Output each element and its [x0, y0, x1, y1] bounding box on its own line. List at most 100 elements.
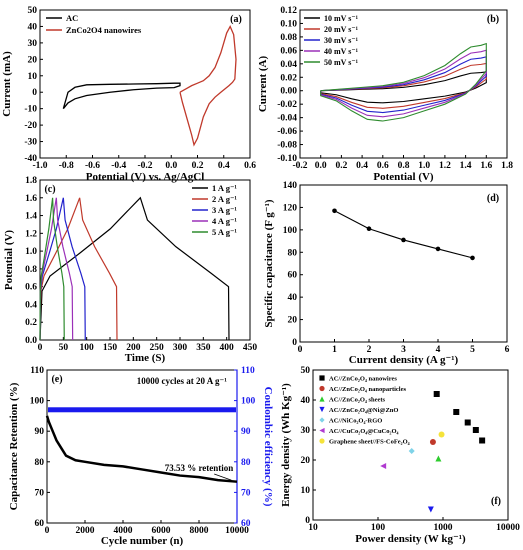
- series-line: [320, 62, 487, 109]
- legend-entry: 5 A g⁻¹: [212, 227, 237, 237]
- series-line: [39, 197, 65, 341]
- legend-entry: AC//ZnCo₂O₄ nanoparticles: [329, 386, 406, 393]
- y-axis-label: Current (A): [257, 56, 269, 113]
- data-point: [408, 448, 415, 454]
- data-point: [319, 417, 325, 423]
- legend-entry: AC//CuCo₂O₄@CuCo₂O₄: [329, 428, 399, 435]
- y-tick-label: 20: [301, 456, 311, 466]
- y-tick-label: 0.6: [25, 283, 37, 293]
- series-line: [320, 71, 487, 104]
- x-tick-label: 150: [103, 343, 118, 353]
- x-tick-label: 0: [298, 345, 303, 355]
- x-axis-label: Power density (W kg⁻¹): [355, 533, 466, 545]
- data-point: [319, 375, 325, 381]
- legend-entry: ZnCo2O4 nanowires: [66, 25, 142, 35]
- y-tick-label: 110: [30, 366, 44, 376]
- y-right-tick-label: 110: [241, 366, 255, 376]
- panel-b: -0.2 0.0 0.2 0.4 0.6 0.8 1.0 1.2 1.4 1.6 1.8 -0.10 -…: [257, 6, 513, 183]
- y-right-axis-label: Coulombic efficiency (%): [262, 387, 274, 507]
- y-right-tick-label: 80: [241, 458, 251, 468]
- x-tick-label: 0.6: [377, 161, 389, 171]
- y-right-tick-label: 70: [241, 488, 251, 498]
- legend-entry: 10 mV s⁻¹: [324, 14, 359, 23]
- y-tick-label: 30: [301, 426, 311, 436]
- plot-frame: [46, 369, 238, 524]
- x-tick-label: 0.0: [165, 161, 177, 171]
- x-tick-label: 0.4: [218, 161, 230, 171]
- legend-entry: 2 A g⁻¹: [212, 194, 237, 204]
- x-tick-label: 8000: [190, 526, 209, 536]
- y-tick-label: 0.0: [25, 336, 37, 346]
- x-tick-label: 0.0: [315, 161, 327, 171]
- x-tick-label: 200: [126, 343, 141, 353]
- x-tick-label: -0.2: [137, 161, 152, 171]
- legend-entry: 30 mV s⁻¹: [324, 36, 359, 45]
- x-tick-label: -1.0: [32, 161, 47, 171]
- data-point: [470, 255, 475, 261]
- x-tick-label: 0.6: [244, 161, 256, 171]
- y-tick-label: 80: [288, 248, 298, 258]
- y-tick-label: 0.02: [280, 73, 297, 83]
- data-point: [438, 431, 445, 438]
- data-point: [453, 409, 460, 415]
- x-tick-label: 0: [45, 526, 50, 536]
- y-tick-label: 50: [301, 366, 311, 376]
- data-point: [319, 427, 325, 434]
- y-tick-label: 0: [305, 516, 310, 526]
- legend-entry: AC//ZnCo₂O₄@Ni@ZnO: [329, 407, 398, 414]
- panel-label: (f): [491, 496, 501, 507]
- x-tick-label: 6000: [152, 526, 171, 536]
- x-tick-label: 450: [243, 343, 258, 353]
- y-right-tick-label: 100: [241, 397, 256, 407]
- y-tick-label: 10: [28, 72, 38, 82]
- x-tick-label: 2: [367, 345, 372, 355]
- y-tick-label: 0.00: [280, 87, 297, 97]
- x-tick-label: 1.0: [418, 161, 430, 171]
- panel-label: (c): [44, 184, 55, 195]
- y-tick-label: 0.2: [25, 318, 37, 328]
- legend-entry: 50 mV s⁻¹: [324, 58, 359, 67]
- series-line: [39, 197, 118, 341]
- y-tick-label: 0: [292, 338, 297, 348]
- x-axis-label: Time (S): [125, 352, 166, 364]
- legend-entry: 1 A g⁻¹: [212, 183, 237, 193]
- y-tick-label: 90: [35, 427, 45, 437]
- y-tick-label: 120: [283, 203, 298, 213]
- y-axis-label: Energy density (Wh Kg⁻¹): [280, 383, 292, 507]
- y-tick-label: 0.10: [280, 19, 297, 29]
- y-axis-label: Capacitance Retention (%): [8, 382, 20, 510]
- y-tick-label: -0.06: [277, 127, 297, 137]
- x-tick-label: 0.2: [335, 161, 347, 171]
- x-tick-label: 100: [80, 343, 95, 353]
- data-point: [319, 385, 325, 392]
- annotation: 10000 cycles at 20 A g⁻¹: [137, 376, 227, 386]
- x-tick-label: 5: [470, 345, 475, 355]
- x-tick-label: 3: [401, 345, 406, 355]
- y-axis-label: Specific capacitance (F g⁻¹): [263, 199, 275, 327]
- x-axis-label: Potential (V): [373, 171, 434, 183]
- y-tick-label: -0.08: [277, 141, 297, 151]
- y-tick-label: -0.10: [277, 154, 297, 164]
- y-tick-label: 1.8: [25, 176, 37, 186]
- x-tick-label: 10000: [496, 523, 520, 533]
- y-tick-label: 20: [28, 55, 38, 65]
- data-point: [319, 406, 325, 413]
- data-point: [380, 463, 387, 469]
- x-tick-label: 1.2: [439, 161, 451, 171]
- series-line: [320, 56, 487, 114]
- x-tick-label: 0.8: [398, 161, 410, 171]
- plot-frame: [299, 184, 508, 343]
- legend-entry: 40 mV s⁻¹: [324, 47, 359, 56]
- plot-frame: [39, 179, 251, 341]
- x-tick-label: 0.2: [192, 161, 204, 171]
- series-line: [39, 196, 230, 341]
- y-right-tick-label: 60: [241, 519, 251, 529]
- y-tick-label: 40: [288, 293, 298, 303]
- y-tick-label: 60: [288, 271, 298, 281]
- y-tick-label: -40: [24, 154, 37, 164]
- data-point: [401, 237, 406, 243]
- x-tick-label: 4000: [114, 526, 133, 536]
- legend-entry: AC: [66, 13, 78, 23]
